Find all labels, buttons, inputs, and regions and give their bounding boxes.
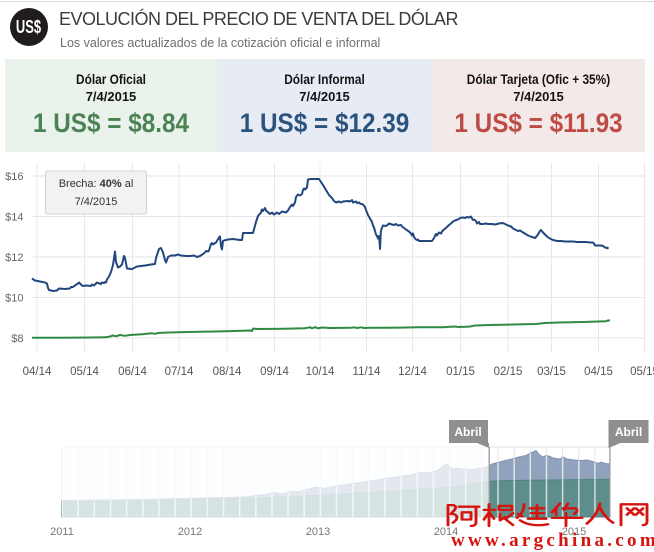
- svg-text:7/4/2015: 7/4/2015: [75, 196, 118, 208]
- svg-text:05/15: 05/15: [630, 366, 654, 378]
- svg-text:Abril: Abril: [615, 425, 642, 439]
- svg-text:$16: $16: [5, 171, 23, 183]
- svg-text:$10: $10: [5, 293, 23, 305]
- svg-text:04/14: 04/14: [23, 366, 52, 378]
- svg-text:Abril: Abril: [454, 425, 481, 439]
- svg-text:$8: $8: [11, 333, 23, 345]
- svg-text:02/15: 02/15: [494, 366, 523, 378]
- svg-text:2011: 2011: [50, 526, 74, 538]
- svg-text:2013: 2013: [306, 526, 330, 538]
- svg-text:05/14: 05/14: [70, 366, 99, 378]
- svg-text:07/14: 07/14: [165, 366, 194, 378]
- svg-text:11/14: 11/14: [353, 366, 382, 378]
- svg-text:$12: $12: [5, 252, 23, 264]
- svg-text:2014: 2014: [434, 526, 458, 538]
- svg-text:10/14: 10/14: [306, 366, 335, 378]
- svg-text:12/14: 12/14: [398, 366, 427, 378]
- svg-text:08/14: 08/14: [213, 366, 242, 378]
- svg-text:04/15: 04/15: [584, 366, 613, 378]
- svg-text:06/14: 06/14: [118, 366, 147, 378]
- svg-text:2015: 2015: [562, 526, 586, 538]
- svg-text:09/14: 09/14: [260, 366, 289, 378]
- svg-text:www.argchina.com: www.argchina.com: [451, 530, 654, 551]
- svg-text:Brecha: 40% al: Brecha: 40% al: [59, 178, 134, 190]
- svg-text:2012: 2012: [178, 526, 202, 538]
- svg-text:$14: $14: [5, 212, 23, 224]
- svg-text:01/15: 01/15: [446, 366, 475, 378]
- svg-text:03/15: 03/15: [537, 366, 566, 378]
